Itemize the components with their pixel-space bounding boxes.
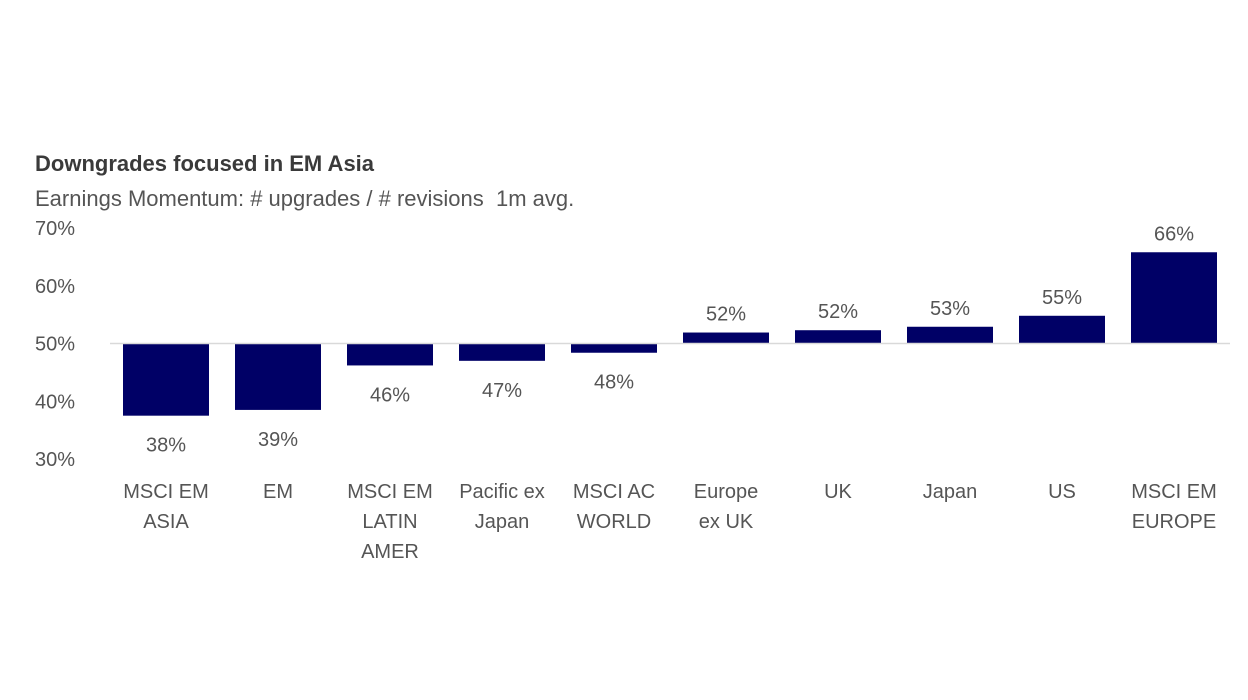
bar — [459, 343, 545, 361]
bar — [683, 332, 769, 344]
category-label: UK — [824, 481, 852, 503]
data-label: 66% — [1154, 223, 1194, 245]
data-label: 53% — [930, 298, 970, 320]
y-tick-label: 70% — [35, 218, 75, 240]
category-label: US — [1048, 481, 1076, 503]
bar — [123, 343, 209, 416]
category-label: Japan — [923, 481, 978, 503]
bar — [795, 330, 881, 344]
y-tick-label: 30% — [35, 449, 75, 471]
data-label: 48% — [594, 372, 634, 394]
chart-title: Downgrades focused in EM Asia — [35, 151, 375, 176]
bar — [235, 343, 321, 410]
data-label: 47% — [482, 380, 522, 402]
category-label: Europe ex UK — [694, 481, 759, 533]
data-label: 55% — [1042, 287, 1082, 309]
bar — [1019, 315, 1105, 344]
category-label: MSCI AC WORLD — [573, 481, 655, 533]
y-tick-label: 40% — [35, 391, 75, 413]
data-label: 52% — [818, 301, 858, 323]
category-label: Pacific ex Japan — [459, 481, 545, 533]
bar — [1131, 252, 1217, 344]
data-label: 38% — [146, 435, 186, 457]
category-label: MSCI EM ASIA — [123, 481, 209, 533]
bar — [347, 343, 433, 366]
bar — [907, 326, 993, 344]
category-label: MSCI EM LATIN AMER — [347, 481, 433, 563]
bar — [571, 343, 657, 353]
y-tick-label: 50% — [35, 334, 75, 356]
category-label: EM — [263, 481, 293, 503]
data-label: 39% — [258, 429, 298, 451]
category-label: MSCI EM EUROPE — [1131, 481, 1217, 533]
y-tick-label: 60% — [35, 276, 75, 298]
data-label: 52% — [706, 304, 746, 326]
chart-subtitle: Earnings Momentum: # upgrades / # revisi… — [35, 186, 575, 211]
data-label: 46% — [370, 384, 410, 406]
